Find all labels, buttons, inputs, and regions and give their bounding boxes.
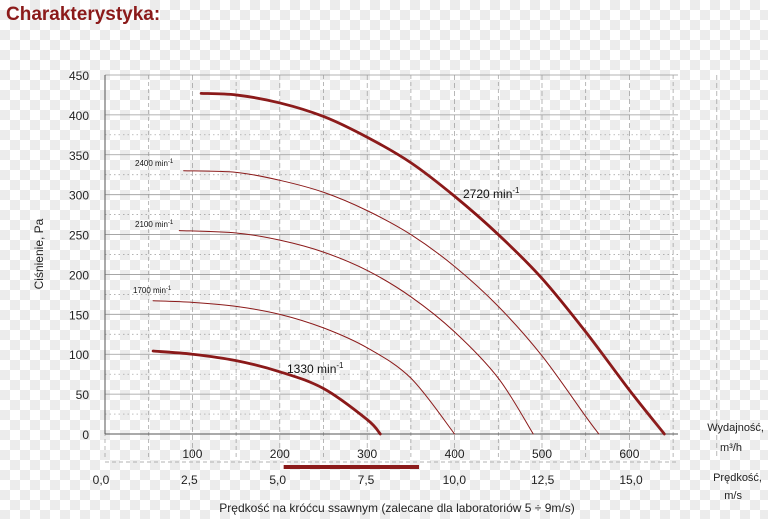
series-label-exponent: -1 [336,361,344,370]
y-tick-label: 350 [69,149,89,163]
x1-axis-title-line2: m³/h [720,442,742,454]
x2-tick-label: 2,5 [181,473,198,487]
y-tick-label: 400 [69,109,89,123]
series-line [152,300,456,435]
x2-tick-label: 10,0 [443,473,467,487]
series-label-exponent: -1 [512,186,520,195]
series-line [178,230,534,435]
x1-axis-title-line1: Wydajność, [707,422,764,434]
x1-tick-label: 100 [182,447,202,461]
x2-axis-title-line1: Prędkość, [713,472,762,484]
x1-tick-label: 600 [619,447,639,461]
series-line [151,349,382,436]
chart-grid [104,74,718,458]
x2-tick-label: 0,0 [93,473,110,487]
y-tick-label: 450 [69,69,89,83]
x1-tick-label: 300 [357,447,377,461]
x1-tick-label: 500 [532,447,552,461]
y-tick-label: 50 [76,388,90,402]
x2-tick-label: 7,5 [358,473,375,487]
series-label-exponent: -1 [168,220,174,226]
series-label: 2720 min-1 [463,186,520,201]
chart-curves [151,91,666,436]
series-label: 2400 min-1 [135,159,174,168]
y-tick-label: 200 [69,268,89,282]
x1-tick-label: 400 [445,447,465,461]
series-line [199,91,666,436]
x-axis-title: Prędkość na króćcu ssawnym (zalecane dla… [219,501,574,515]
x1-tick-label: 200 [270,447,290,461]
series-label: 2100 min-1 [135,220,174,229]
chart-axes: 0 50 100 150 200 250 300 350 400 450 100 200 300 400 5… [32,69,764,515]
y-axis-title: Ciśnienie, Pa [32,218,46,289]
y-tick-label: 0 [82,428,89,442]
y-tick-label: 250 [69,229,89,243]
y-tick-label: 150 [69,308,89,322]
page-title: Charakterystyka: [6,4,161,25]
series-line [183,170,600,435]
y-tick-label: 300 [69,189,89,203]
x2-tick-label: 15,0 [619,473,643,487]
x2-tick-label: 12,5 [531,473,555,487]
x2-axis-title-line2: m/s [724,490,742,502]
series-label-exponent: -1 [166,286,172,292]
series-label-exponent: -1 [168,159,174,165]
chart-labels: 2720 min-1 2400 min-1 2100 min-1 1700 min-1… [133,159,520,376]
series-label: 1330 min-1 [287,361,344,376]
y-tick-label: 100 [69,348,89,362]
series-label: 1700 min-1 [133,286,172,295]
x2-tick-label: 5,0 [269,473,286,487]
